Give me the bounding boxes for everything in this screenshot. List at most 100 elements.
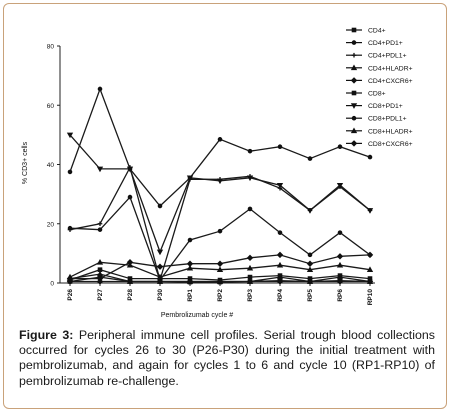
data-point (276, 182, 284, 189)
data-point (156, 249, 164, 256)
data-point (366, 208, 374, 214)
x-tick-label: RP2 (217, 289, 224, 302)
legend-label: CD4+HLADR+ (368, 65, 413, 72)
legend-label: CD8+ (368, 91, 386, 98)
data-point (276, 278, 284, 285)
series-line (69, 87, 371, 207)
x-tick-label: RP5 (307, 289, 314, 302)
x-tick-label: P30 (157, 289, 164, 301)
y-tick-label: 20 (47, 221, 55, 228)
data-point (336, 261, 344, 268)
data-point (217, 137, 223, 142)
data-point (96, 275, 104, 282)
data-point (307, 276, 313, 281)
legend-item: CD8+CXCR6+ (346, 140, 413, 148)
data-point (350, 127, 358, 134)
y-tick-label: 40 (47, 162, 55, 169)
series-cd8-cxcr6- (66, 251, 374, 282)
legend-item: CD8+ (346, 91, 386, 98)
legend-label: CD4+PDL1+ (368, 53, 407, 60)
x-tick-label: P28 (127, 289, 134, 301)
data-point (216, 260, 224, 267)
series-cd4-pd1- (67, 86, 373, 209)
legend-label: CD4+CXCR6+ (368, 78, 413, 85)
data-point (277, 273, 283, 278)
data-point (276, 261, 284, 268)
data-point (350, 140, 358, 147)
data-point (276, 251, 284, 259)
y-axis-ticks: 0 20 40 60 80 (47, 44, 60, 288)
series-layer (66, 86, 374, 285)
data-point (307, 156, 313, 161)
x-tick-label: RP4 (277, 289, 284, 302)
data-point (367, 154, 373, 160)
data-point (217, 228, 223, 234)
legend-label: CD8+PD1+ (368, 103, 403, 110)
x-tick-label: P27 (97, 289, 104, 301)
data-point (246, 278, 254, 285)
line-chart: 0 20 40 60 80 P26 P27 P28 P30 RP1 RP2 RP3 RP4 RP5 RP6… (22, 28, 413, 320)
data-point (216, 266, 224, 272)
caption-label: Figure 3: (19, 328, 74, 342)
data-point (247, 206, 253, 212)
data-point (350, 103, 358, 109)
figure-frame (3, 3, 447, 409)
data-point (126, 166, 134, 173)
data-point (157, 203, 163, 209)
data-point (336, 253, 344, 260)
data-point (186, 175, 194, 182)
data-point (186, 260, 194, 267)
legend-item: CD8+HLADR+ (346, 127, 413, 135)
data-point (337, 144, 343, 150)
data-point (306, 260, 314, 267)
data-point (307, 252, 313, 258)
data-point (96, 258, 104, 265)
data-point (351, 52, 357, 58)
data-point (306, 208, 314, 214)
data-point (277, 144, 283, 150)
data-point (97, 227, 103, 232)
series-cd8-pd1- (66, 132, 374, 256)
y-tick-label: 80 (47, 44, 55, 51)
data-point (366, 266, 374, 272)
data-point (66, 132, 74, 139)
legend-item: CD8+PD1+ (346, 103, 403, 110)
legend-label: CD8+HLADR+ (368, 128, 413, 135)
legend-item: CD4+CXCR6+ (346, 77, 413, 85)
x-tick-label: RP10 (367, 289, 374, 306)
data-point (216, 178, 224, 185)
data-point (351, 90, 357, 96)
data-point (351, 27, 357, 33)
data-point (336, 182, 344, 189)
legend-item: CD4+PDL1+ (346, 53, 407, 60)
data-point (127, 276, 133, 281)
caption-text: Peripheral immune cell profiles. Serial … (19, 328, 435, 388)
data-point (351, 115, 357, 121)
data-point (67, 225, 73, 231)
data-point (246, 175, 254, 182)
x-tick-label: RP3 (247, 289, 254, 302)
figure-caption: Figure 3: Peripheral immune cell profile… (19, 328, 435, 389)
data-point (306, 266, 314, 272)
data-point (337, 273, 343, 278)
legend-label: CD8+CXCR6+ (368, 141, 413, 148)
data-point (126, 259, 134, 266)
y-axis-label: % CD3+ cells (22, 141, 29, 184)
data-point (246, 254, 254, 262)
data-point (156, 263, 164, 270)
chart-legend: CD4+ CD4+PD1+ CD4+PDL1+ CD4+HLADR+ CD4+CXCR6… (346, 28, 413, 148)
data-point (97, 221, 103, 227)
data-point (97, 267, 103, 272)
data-point (246, 264, 254, 271)
legend-label: CD8+PDL1+ (368, 116, 407, 123)
data-point (156, 273, 164, 280)
data-point (217, 277, 223, 283)
y-tick-label: 0 (50, 281, 54, 288)
data-point (127, 194, 133, 200)
legend-label: CD4+PD1+ (368, 40, 403, 47)
legend-item: CD4+HLADR+ (346, 64, 413, 72)
data-point (350, 64, 358, 71)
legend-item: CD8+PDL1+ (346, 116, 407, 123)
data-point (337, 230, 343, 235)
data-point (187, 276, 193, 281)
